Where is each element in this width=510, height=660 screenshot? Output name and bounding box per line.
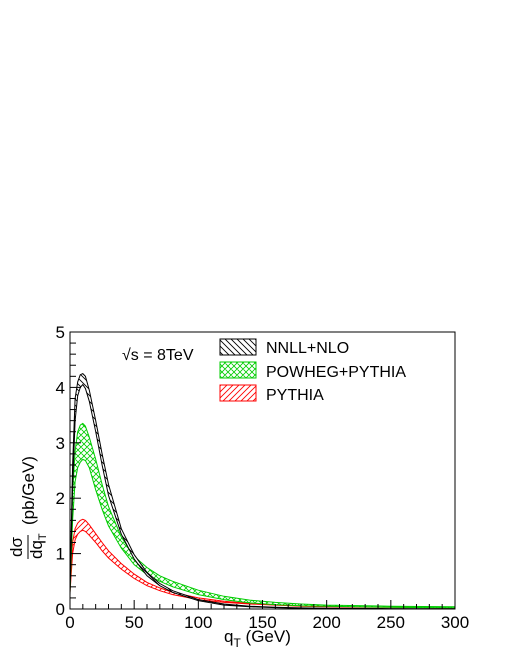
y-tick-label: 2 xyxy=(56,489,65,508)
legend-label-nnll: NNLL+NLO xyxy=(266,340,349,357)
bands-layer xyxy=(69,373,456,610)
band-pythia xyxy=(69,518,456,609)
y-tick-label: 1 xyxy=(56,545,65,564)
y-tick-label: 3 xyxy=(56,434,65,453)
y-tick-label: 0 xyxy=(56,600,65,619)
x-tick-label: 0 xyxy=(65,613,74,632)
y-label-denominator: dqT xyxy=(27,533,49,559)
y-label-unit: (pb/GeV) xyxy=(19,456,38,525)
y-axis-label: dσ dqT (pb/GeV) xyxy=(7,456,49,559)
y-axis-ticks: 0 1 2 3 4 5 xyxy=(56,323,81,619)
x-tick-label: 250 xyxy=(377,613,405,632)
x-tick-label: 50 xyxy=(125,613,144,632)
y-tick-label: 4 xyxy=(56,378,65,397)
legend: NNLL+NLO POWHEG+PYTHIA PYTHIA xyxy=(219,338,406,404)
legend-swatch-nnll xyxy=(219,338,257,356)
legend-swatch-powheg xyxy=(219,361,257,379)
x-tick-label: 200 xyxy=(312,613,340,632)
x-tick-label: 100 xyxy=(184,613,212,632)
legend-swatch-pythia xyxy=(219,384,257,402)
x-axis-label: qT (GeV) xyxy=(224,627,291,650)
energy-annotation: √s = 8TeV xyxy=(122,347,194,364)
y-label-numerator: dσ xyxy=(7,537,26,557)
band-powheg-pythia xyxy=(69,422,456,609)
x-tick-label: 300 xyxy=(441,613,469,632)
y-tick-label: 5 xyxy=(56,323,65,342)
x-tick-label: 150 xyxy=(248,613,276,632)
x-axis-ticks: 0 50 100 150 200 250 300 xyxy=(65,600,469,632)
legend-label-powheg: POWHEG+PYTHIA xyxy=(266,364,406,381)
legend-label-pythia: PYTHIA xyxy=(266,387,324,404)
